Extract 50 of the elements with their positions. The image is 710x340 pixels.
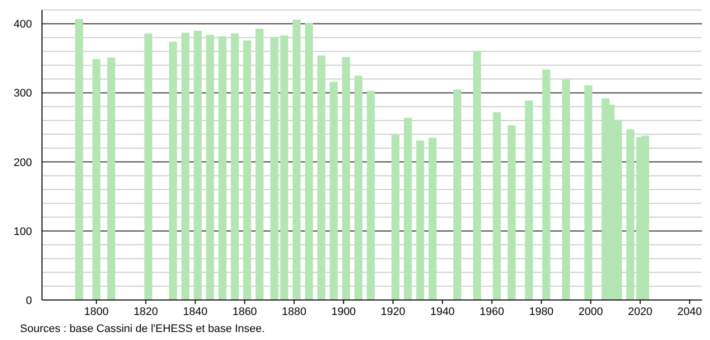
x-tick-label: 1980 <box>529 306 554 318</box>
bar <box>218 36 226 300</box>
bar <box>181 32 190 300</box>
bar <box>92 59 100 300</box>
bar <box>542 69 550 300</box>
x-tick-label: 1960 <box>480 306 504 318</box>
y-tick-label: 300 <box>14 88 32 100</box>
bar <box>230 33 239 300</box>
bar <box>206 34 214 300</box>
bar <box>562 80 570 300</box>
bar <box>256 28 264 300</box>
bar <box>391 134 400 300</box>
y-tick-label: 0 <box>26 294 32 307</box>
x-tick-label: 1820 <box>134 306 158 318</box>
bar <box>317 56 326 300</box>
bar <box>243 40 252 300</box>
bar <box>354 76 362 300</box>
y-tick-label: 400 <box>14 18 32 31</box>
x-tick-label: 1900 <box>331 306 356 318</box>
bar <box>428 138 437 300</box>
x-tick-label: 1940 <box>430 306 455 318</box>
bar <box>342 56 350 300</box>
bar <box>292 20 301 300</box>
bar <box>304 23 313 300</box>
bar <box>330 82 338 300</box>
bar <box>473 51 482 300</box>
bar <box>404 118 412 300</box>
bar <box>524 100 533 300</box>
source-note: Sources : base Cassini de l'EHESS et base Insee. <box>20 323 265 335</box>
x-tick-label: 1920 <box>380 306 406 318</box>
bar <box>508 125 516 300</box>
bar <box>416 140 424 300</box>
bar <box>75 18 84 300</box>
bar <box>169 42 178 300</box>
bar <box>107 58 116 300</box>
x-tick-label: 1860 <box>232 306 257 318</box>
x-tick-label: 2020 <box>628 306 652 318</box>
bar <box>453 89 462 300</box>
bar <box>492 112 501 300</box>
bar <box>366 90 375 300</box>
x-tick-label: 2040 <box>677 306 702 318</box>
x-tick-label: 1800 <box>84 306 109 318</box>
x-tick-label: 1840 <box>183 306 208 318</box>
bar <box>194 30 202 300</box>
y-tick-label: 200 <box>14 156 32 169</box>
bar <box>584 85 592 300</box>
x-tick-label: 2000 <box>578 306 604 318</box>
bar <box>144 33 152 300</box>
x-tick-label: 1880 <box>282 306 306 318</box>
y-tick-label: 100 <box>14 226 32 238</box>
